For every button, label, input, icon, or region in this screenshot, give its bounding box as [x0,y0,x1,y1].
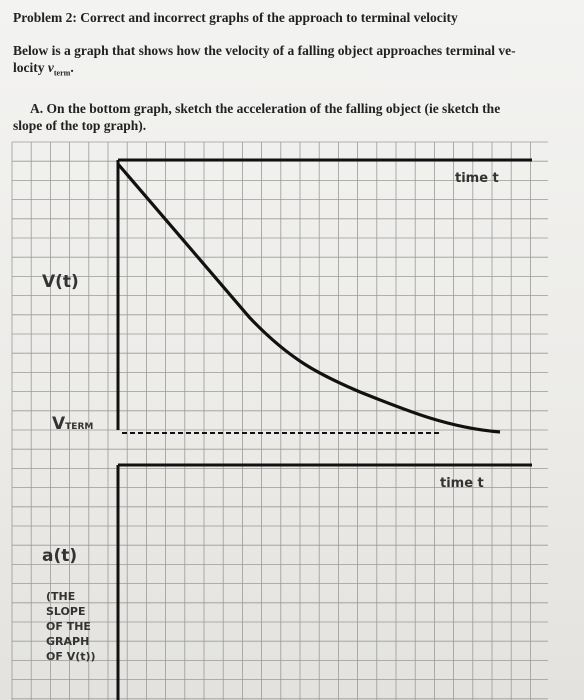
terminal-subscript: TERM [65,422,93,432]
note-line: OF THE [46,620,91,633]
axes [116,158,532,700]
x-label: time t [455,171,499,186]
intro-line: Below is a graph that shows how the velo… [13,43,516,58]
y-label: V(t) [42,272,79,292]
note-line: GRAPH [46,635,89,648]
y-label: a(t) [42,546,77,566]
title: Problem 2: Correct and incorrect graphs … [13,10,458,25]
terminal-label: VTERM [52,414,93,434]
question-line: slope of the top graph). [13,118,147,133]
intro-line: locity [13,60,45,75]
x-label: time t [440,476,484,491]
period: . [70,60,74,75]
question-line: A. On the bottom graph, sketch the accel… [30,101,501,116]
symbol: v [47,60,54,75]
note-line: SLOPE [46,605,85,618]
terminal-label: V [52,414,66,434]
intro-line: locity vterm. [13,60,74,78]
note-line: (THE [46,590,75,603]
note: (THE SLOPE OF THE GRAPH OF V(t)) [46,590,96,663]
grid [11,141,548,700]
note-line: OF V(t)) [46,650,96,663]
symbol-subscript: term [53,68,71,78]
velocity-curve [116,162,501,434]
